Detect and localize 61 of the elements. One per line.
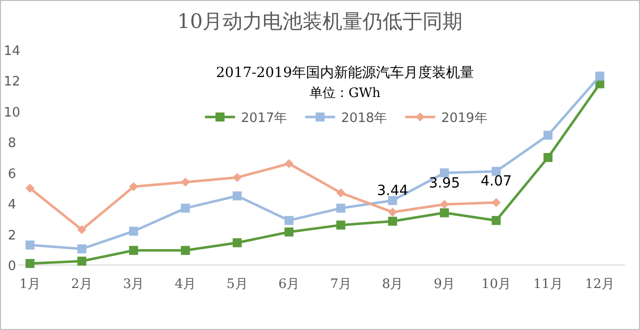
y-tick-label: 4 bbox=[8, 198, 16, 213]
point bbox=[544, 130, 552, 140]
point bbox=[284, 227, 294, 236]
point bbox=[336, 220, 346, 230]
legend-label: 2018年 bbox=[341, 111, 388, 126]
x-tick-label: 7月 bbox=[330, 277, 352, 292]
point bbox=[232, 172, 242, 182]
point bbox=[544, 153, 552, 162]
y-tick-label: 8 bbox=[8, 136, 16, 152]
x-tick-label: 8月 bbox=[382, 277, 404, 292]
point bbox=[595, 72, 604, 81]
annotation: 单位：GWh bbox=[309, 86, 382, 101]
point bbox=[232, 238, 242, 248]
point bbox=[492, 198, 501, 207]
legend-label: 2019年 bbox=[441, 111, 488, 126]
chart-title: 10月动力电池装机量仍低于同期 bbox=[177, 9, 463, 33]
point bbox=[129, 226, 138, 236]
point bbox=[440, 168, 449, 178]
point bbox=[77, 244, 86, 254]
point bbox=[388, 196, 398, 205]
point bbox=[232, 191, 242, 200]
x-tick-label: 1月 bbox=[19, 277, 41, 292]
x-tick-label: 3月 bbox=[122, 277, 144, 292]
data-label: 3.95 bbox=[428, 175, 460, 192]
point bbox=[77, 256, 86, 266]
point bbox=[440, 200, 449, 209]
y-tick-label: 10 bbox=[4, 105, 20, 120]
point bbox=[26, 184, 34, 193]
point bbox=[284, 216, 294, 225]
point bbox=[336, 204, 346, 213]
y-tick-label: 2 bbox=[8, 228, 16, 244]
x-tick-label: 12月 bbox=[585, 277, 615, 292]
x-tick-label: 10月 bbox=[481, 277, 511, 292]
point bbox=[26, 258, 34, 268]
text: 2017-2019年国内新能源汽车月度装机量 bbox=[216, 65, 474, 81]
data-label: 4.07 bbox=[480, 173, 512, 190]
point bbox=[129, 182, 138, 192]
point bbox=[492, 216, 501, 225]
x-tick-label: 6月 bbox=[278, 277, 300, 292]
y-tick-label: 14 bbox=[4, 44, 20, 59]
x-tick-label: 11月 bbox=[533, 277, 563, 292]
y-tick-label: 12 bbox=[4, 74, 20, 90]
point bbox=[129, 246, 138, 255]
point bbox=[77, 225, 86, 234]
y-tick-label: 0 bbox=[8, 259, 16, 274]
y-tick-label: 6 bbox=[8, 166, 16, 182]
point bbox=[26, 240, 34, 250]
point bbox=[388, 208, 398, 217]
x-tick-label: 4月 bbox=[174, 277, 196, 292]
point bbox=[440, 208, 449, 218]
point bbox=[180, 178, 190, 187]
point bbox=[180, 204, 190, 213]
x-tick-label: 9月 bbox=[434, 277, 456, 292]
point bbox=[180, 246, 190, 255]
point bbox=[388, 216, 398, 226]
point bbox=[336, 188, 346, 198]
point bbox=[284, 159, 294, 168]
x-tick-label: 5月 bbox=[226, 277, 248, 292]
data-label: 3.44 bbox=[377, 183, 408, 200]
legend-label: 2017年 bbox=[241, 111, 288, 126]
x-tick-label: 2月 bbox=[71, 277, 92, 292]
